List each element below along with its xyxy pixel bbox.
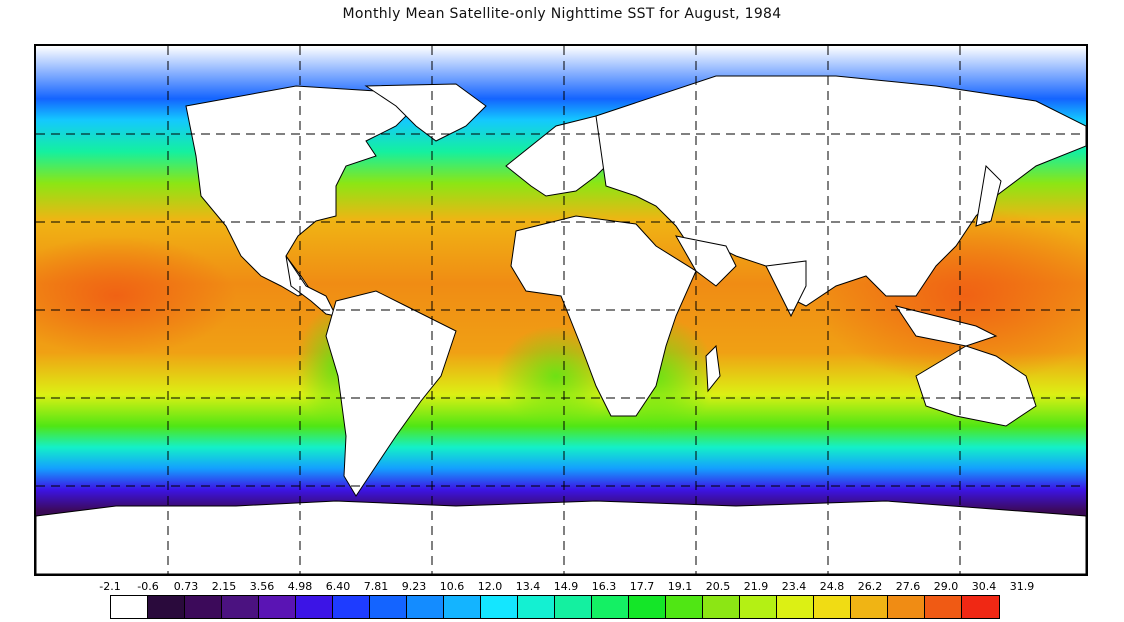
legend-tick-label: 9.23: [401, 580, 427, 593]
southeast-asia-islands: [894, 305, 998, 347]
sst-map-canvas: [36, 46, 1086, 574]
legend-swatch: [481, 596, 518, 618]
legend-swatch: [962, 596, 999, 618]
legend-tick-label: 12.0: [477, 580, 503, 593]
legend-tick-label: 4.98: [287, 580, 313, 593]
japan: [975, 164, 1002, 227]
legend-tick-label: 7.81: [363, 580, 389, 593]
legend-swatch: [333, 596, 370, 618]
legend-swatch: [370, 596, 407, 618]
legend-tick-label: -2.1: [99, 580, 121, 593]
legend-tick-label: 10.6: [439, 580, 465, 593]
legend-tick-label: 29.0: [933, 580, 959, 593]
legend-tick-label: 2.15: [211, 580, 237, 593]
legend-swatch: [703, 596, 740, 618]
australia: [915, 345, 1037, 427]
graticule: [36, 46, 1086, 574]
legend-swatch: [777, 596, 814, 618]
legend-swatch: [148, 596, 185, 618]
legend-tick-label: 24.8: [819, 580, 845, 593]
legend-swatch: [629, 596, 666, 618]
legend-tick-label: 27.6: [895, 580, 921, 593]
legend-swatch: [555, 596, 592, 618]
legend-swatch: [592, 596, 629, 618]
color-legend: [110, 595, 1000, 619]
legend-tick-label: 19.1: [667, 580, 693, 593]
legend-tick-label: 21.9: [743, 580, 769, 593]
legend-swatch: [814, 596, 851, 618]
legend-swatch: [666, 596, 703, 618]
madagascar: [705, 344, 721, 393]
map-title: Monthly Mean Satellite-only Nighttime SS…: [342, 6, 782, 22]
india: [765, 260, 807, 318]
africa: [510, 215, 697, 417]
legend-swatch: [222, 596, 259, 618]
antarctica: [36, 500, 1086, 574]
east-pacific-warm-region: [36, 236, 236, 356]
legend-tick-label: 26.2: [857, 580, 883, 593]
legend-swatch: [111, 596, 148, 618]
legend-tick-label: 30.4: [971, 580, 997, 593]
legend-tick-label: 3.56: [249, 580, 275, 593]
legend-tick-label: 16.3: [591, 580, 617, 593]
legend-swatch: [444, 596, 481, 618]
legend-swatch: [518, 596, 555, 618]
legend-tick-label: 13.4: [515, 580, 541, 593]
central-america: [285, 255, 337, 317]
legend-swatch: [925, 596, 962, 618]
legend-tick-label: 31.9: [1009, 580, 1035, 593]
greenland: [364, 83, 487, 142]
sst-map: [34, 44, 1088, 576]
legend-swatch: [407, 596, 444, 618]
legend-tick-label: 20.5: [705, 580, 731, 593]
legend-swatch: [259, 596, 296, 618]
legend-swatch: [851, 596, 888, 618]
legend-tick-label: 6.40: [325, 580, 351, 593]
legend-swatch: [740, 596, 777, 618]
legend-tick-label: 0.73: [173, 580, 199, 593]
legend-tick-label: 17.7: [629, 580, 655, 593]
legend-tick-label: 23.4: [781, 580, 807, 593]
north-america: [185, 85, 417, 297]
legend-swatch: [296, 596, 333, 618]
legend-tick-label: 14.9: [553, 580, 579, 593]
arabia: [675, 235, 737, 287]
legend-labels: -2.1 -0.6 0.73 2.15 3.56 4.98 6.40 7.81 9.23 10.6…: [90, 580, 1040, 594]
legend-swatch: [185, 596, 222, 618]
legend-swatch: [888, 596, 925, 618]
legend-tick-label: -0.6: [137, 580, 159, 593]
